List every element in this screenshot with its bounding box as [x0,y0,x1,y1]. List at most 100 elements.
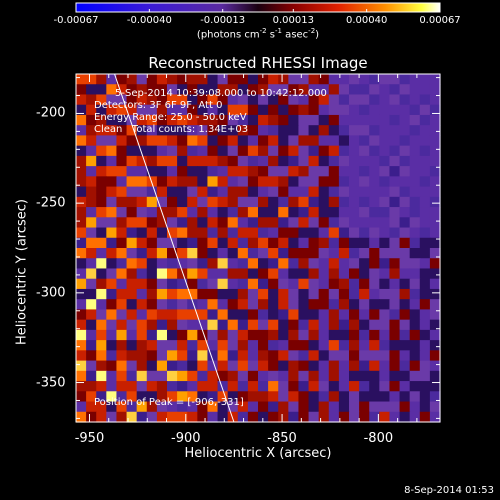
heatmap-cell [237,237,249,249]
heatmap-cell [389,360,401,372]
y-tick-label: -250 [36,195,66,211]
heatmap-cell [298,248,310,259]
heatmap-cell [419,288,431,300]
heatmap-cell [146,176,158,188]
heatmap-cell [308,391,320,403]
heatmap-cell [318,329,330,341]
heatmap-cell [328,217,340,229]
heatmap-cell [156,381,168,392]
heatmap-cell [187,401,198,413]
heatmap-cell [96,288,107,300]
heatmap-cell [308,74,320,85]
heatmap-cell [237,360,249,372]
heatmap-cell [308,370,320,382]
heatmap-cell [389,196,401,208]
heatmap-cell [217,329,229,341]
heatmap-cell [156,94,168,106]
heatmap-cell [379,104,391,116]
heatmap-cell [359,411,370,423]
heatmap-cell [268,176,279,188]
heatmap-cell [227,288,239,300]
heatmap-cell [187,207,198,218]
heatmap-cell [379,135,391,147]
heatmap-cell [278,74,289,85]
heatmap-cell [207,125,219,137]
heatmap-cell [106,74,118,85]
heatmap-cell [429,268,441,280]
heatmap-cell [86,299,97,311]
heatmap-cell [258,288,269,300]
heatmap-cell [278,288,289,300]
heatmap-cell [146,84,158,96]
heatmap-cell [76,114,87,126]
heatmap-cell [86,114,97,126]
heatmap-cell [136,401,148,413]
heatmap-cell [156,401,168,413]
heatmap-cell [328,278,340,290]
heatmap-cell [278,360,289,372]
heatmap-cell [96,340,107,351]
heatmap-cell [227,217,239,229]
heatmap-cell [227,114,239,126]
heatmap-cell [207,155,219,167]
heatmap-cell [338,104,350,116]
heatmap-cell [278,145,289,157]
heatmap-cell [237,309,249,321]
heatmap-cell [318,217,330,229]
heatmap-cell [409,401,421,413]
heatmap-cell [308,248,320,259]
heatmap-cell [96,391,107,403]
heatmap-cell [298,319,310,331]
heatmap-cell [156,309,168,321]
heatmap-cell [369,370,380,382]
heatmap-cell [298,391,310,403]
heatmap-cell [207,360,219,372]
heatmap-cell [177,268,188,280]
heatmap-cell [318,186,330,198]
heatmap-cell [207,135,219,147]
heatmap-cell [86,84,97,96]
heatmap-cell [328,207,340,218]
heatmap-cell [268,268,279,280]
heatmap-cell [318,155,330,167]
heatmap-cell [146,370,158,382]
heatmap-cell [76,278,87,290]
heatmap-cell [106,155,118,167]
heatmap-cell [96,268,107,280]
heatmap-cell [167,227,178,239]
heatmap-cell [419,155,431,167]
heatmap-cell [217,340,229,351]
heatmap-cell [258,381,269,392]
axis-ticks [76,74,440,422]
heatmap-cell [167,217,178,229]
x-axis-label: Heliocentric X (arcsec) [184,446,332,461]
colorbar-gradient [75,2,441,13]
heatmap-cell [247,258,259,270]
heatmap-cell [207,391,219,403]
heatmap-cell [429,217,441,229]
heatmap-cell [419,360,431,372]
heatmap-cell [328,381,340,392]
heatmap-cell [197,166,209,177]
heatmap-cell [288,360,300,372]
heatmap-cell [247,350,259,362]
heatmap-cell [288,268,300,280]
heatmap-cell [177,227,188,239]
heatmap-cell [268,207,279,218]
heatmap-cell [338,350,350,362]
heatmap-cell [389,299,401,311]
heatmap-cell [217,411,229,423]
heatmap-cell [237,104,249,116]
heatmap-cell [409,125,421,137]
heatmap-cell [126,248,138,259]
heatmap-cell [126,74,138,85]
heatmap-cell [268,166,279,177]
heatmap-cell [419,196,431,208]
heatmap-cell [258,84,269,96]
heatmap-cell [308,309,320,321]
heatmap-cell [349,217,360,229]
heatmap-cell [116,207,128,218]
heatmap-cell [126,370,138,382]
heatmap-cell [167,258,178,270]
heatmap-cell [429,329,441,341]
